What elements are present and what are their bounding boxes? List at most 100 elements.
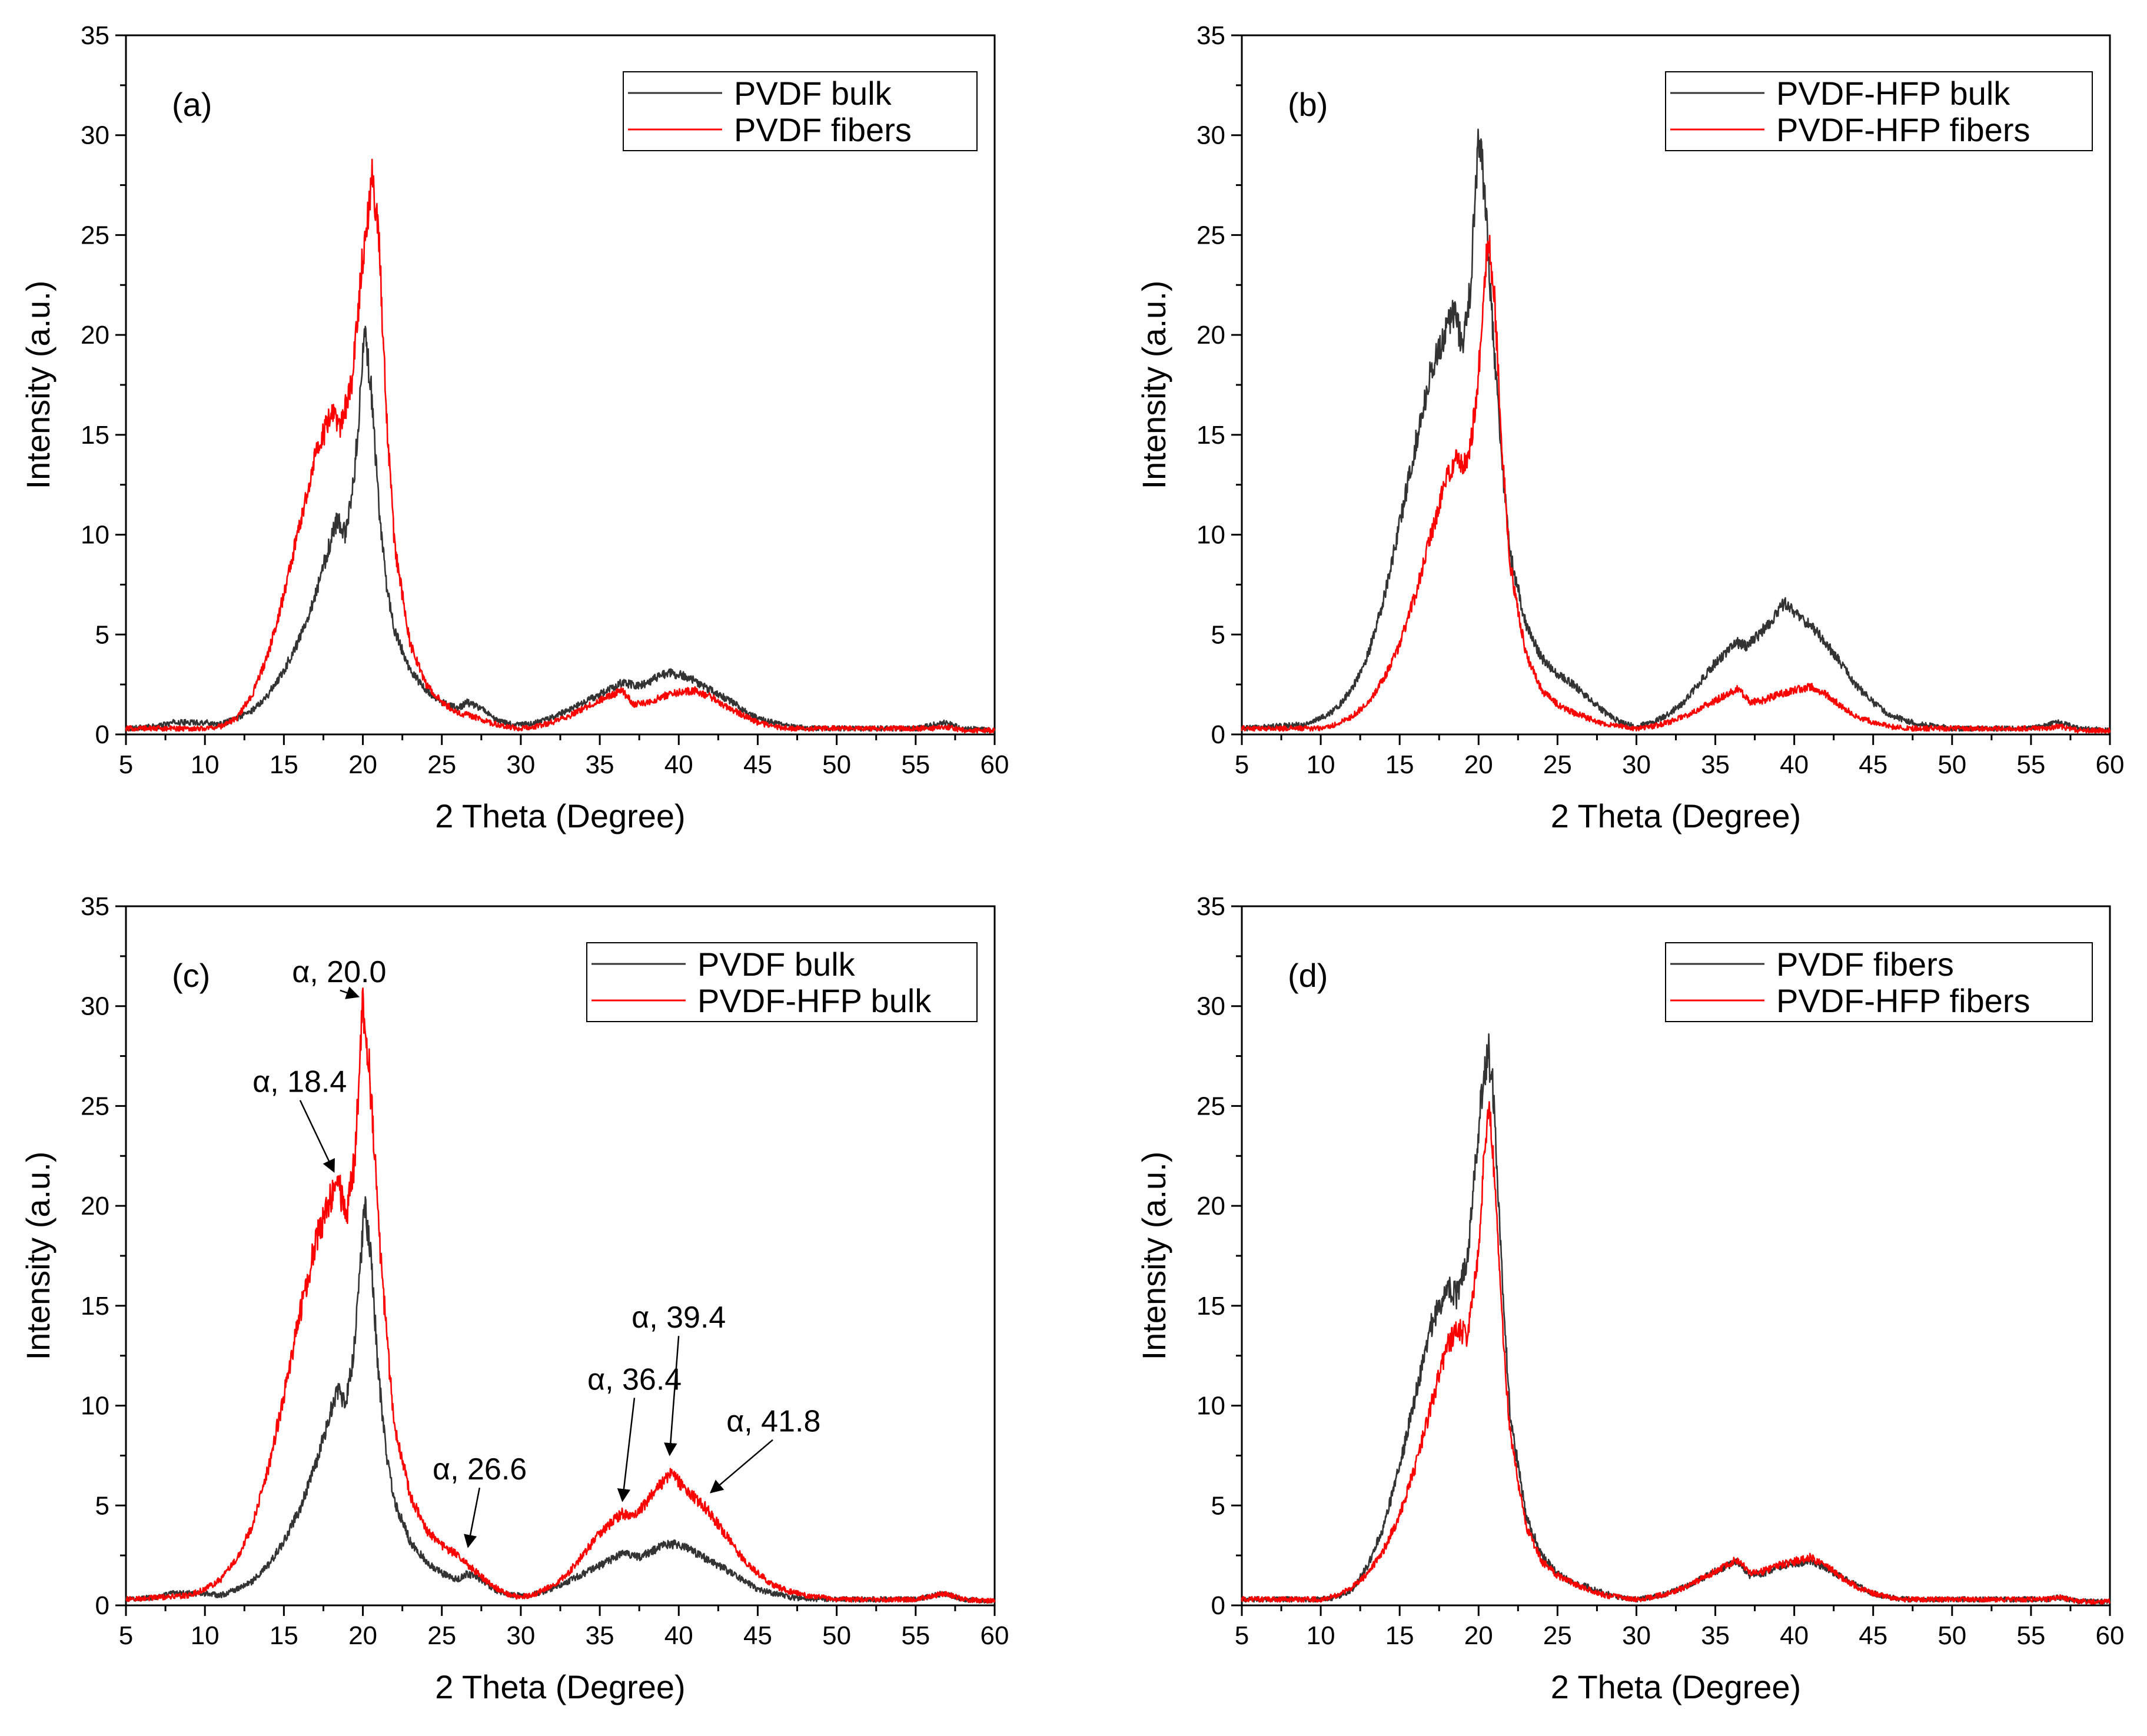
x-tick-label: 45	[1859, 1621, 1887, 1650]
x-tick-label: 20	[1464, 1621, 1493, 1650]
x-tick-label: 50	[822, 750, 851, 779]
x-tick-label: 35	[586, 1621, 614, 1650]
x-tick-label: 30	[1622, 1621, 1651, 1650]
y-tick-label: 0	[1211, 1591, 1225, 1620]
y-tick-label: 0	[95, 1591, 109, 1620]
x-tick-label: 45	[743, 750, 772, 779]
y-tick-label: 35	[1197, 21, 1225, 50]
y-tick-label: 5	[1211, 620, 1225, 649]
x-tick-label: 25	[427, 1621, 456, 1650]
x-tick-label: 45	[1859, 750, 1887, 779]
legend-box	[1665, 71, 2093, 151]
annotation-arrow	[664, 1336, 680, 1456]
y-tick-label: 5	[95, 1491, 109, 1520]
x-axis-title: 2 Theta (Degree)	[435, 1668, 685, 1705]
y-axis-title: Intensity (a.u.)	[1135, 1152, 1172, 1361]
y-tick-label: 15	[1197, 421, 1225, 450]
x-tick-label: 10	[191, 1621, 220, 1650]
annotation-label: α, 26.6	[433, 1452, 527, 1486]
x-tick-label: 5	[119, 1621, 133, 1650]
x-tick-label: 30	[506, 750, 535, 779]
x-tick-label: 55	[901, 750, 930, 779]
x-tick-label: 55	[901, 1621, 930, 1650]
panel-label: (c)	[172, 957, 210, 994]
x-tick-label: 20	[1464, 750, 1493, 779]
y-tick-label: 15	[81, 421, 109, 450]
y-tick-label: 10	[1197, 1392, 1225, 1421]
y-tick-label: 20	[81, 1192, 109, 1220]
x-tick-label: 40	[1780, 750, 1809, 779]
y-tick-label: 25	[81, 221, 109, 250]
x-tick-label: 35	[586, 750, 614, 779]
annotation-label: α, 18.4	[252, 1065, 347, 1099]
y-tick-label: 30	[1197, 992, 1225, 1021]
series-line-1	[125, 1196, 995, 1604]
x-tick-label: 45	[743, 1621, 772, 1650]
y-tick-label: 10	[1197, 521, 1225, 550]
x-tick-label: 50	[822, 1621, 851, 1650]
x-tick-label: 25	[1543, 750, 1572, 779]
series-line-2	[1241, 234, 2111, 734]
peak-annotation: α, 39.4	[632, 1301, 726, 1456]
x-tick-label: 60	[2096, 1621, 2125, 1650]
y-tick-label: 20	[81, 321, 109, 350]
y-tick-label: 35	[81, 21, 109, 50]
y-tick-label: 25	[81, 1092, 109, 1120]
x-tick-label: 25	[1543, 1621, 1572, 1650]
y-tick-label: 30	[81, 992, 109, 1021]
x-tick-label: 5	[119, 750, 133, 779]
y-tick-label: 0	[1211, 720, 1225, 749]
x-tick-label: 15	[270, 750, 298, 779]
x-tick-label: 5	[1235, 750, 1249, 779]
x-tick-label: 5	[1235, 1621, 1249, 1650]
x-tick-label: 10	[1307, 750, 1335, 779]
y-tick-label: 10	[81, 1392, 109, 1421]
legend-box	[586, 942, 978, 1022]
annotation-arrow	[617, 1398, 636, 1502]
x-tick-label: 55	[2016, 1621, 2045, 1650]
y-tick-label: 10	[81, 521, 109, 550]
annotation-label: α, 41.8	[726, 1405, 820, 1439]
panel-label: (a)	[172, 86, 212, 123]
series-line-2	[125, 987, 996, 1604]
legend-box	[623, 71, 978, 151]
annotation-arrow	[464, 1487, 481, 1548]
series-line-1	[125, 325, 996, 733]
x-axis-title: 2 Theta (Degree)	[1551, 797, 1801, 834]
x-tick-label: 55	[2016, 750, 2045, 779]
series-line-1	[1241, 1033, 2111, 1605]
x-tick-label: 40	[664, 750, 693, 779]
annotation-label: α, 36.4	[587, 1362, 682, 1396]
panel-label: (b)	[1288, 86, 1328, 123]
x-tick-label: 20	[348, 1621, 377, 1650]
x-tick-label: 15	[270, 1621, 298, 1650]
x-tick-label: 15	[1385, 750, 1414, 779]
legend-entry: PVDF bulk	[697, 946, 856, 983]
annotation-arrow	[709, 1439, 773, 1494]
annotation-label: α, 39.4	[632, 1301, 726, 1335]
annotation-arrow	[299, 1100, 335, 1173]
peak-annotation: α, 20.0	[292, 955, 386, 999]
y-tick-label: 20	[1197, 1192, 1225, 1220]
panel-label: (d)	[1288, 957, 1328, 994]
legend-entry: PVDF bulk	[734, 75, 892, 112]
x-tick-label: 35	[1701, 750, 1730, 779]
legend-entry: PVDF-HFP bulk	[697, 982, 932, 1019]
y-axis-title: Intensity (a.u.)	[19, 281, 56, 490]
x-tick-label: 50	[1937, 750, 1966, 779]
y-tick-label: 25	[1197, 1092, 1225, 1120]
x-tick-label: 15	[1385, 1621, 1414, 1650]
legend-box	[1665, 942, 2093, 1022]
y-tick-label: 30	[81, 121, 109, 150]
legend-entry: PVDF fibers	[734, 111, 912, 148]
legend-entry: PVDF-HFP fibers	[1776, 982, 2030, 1019]
x-tick-label: 30	[1622, 750, 1651, 779]
x-axis-title: 2 Theta (Degree)	[1551, 1668, 1801, 1705]
y-tick-label: 20	[1197, 321, 1225, 350]
